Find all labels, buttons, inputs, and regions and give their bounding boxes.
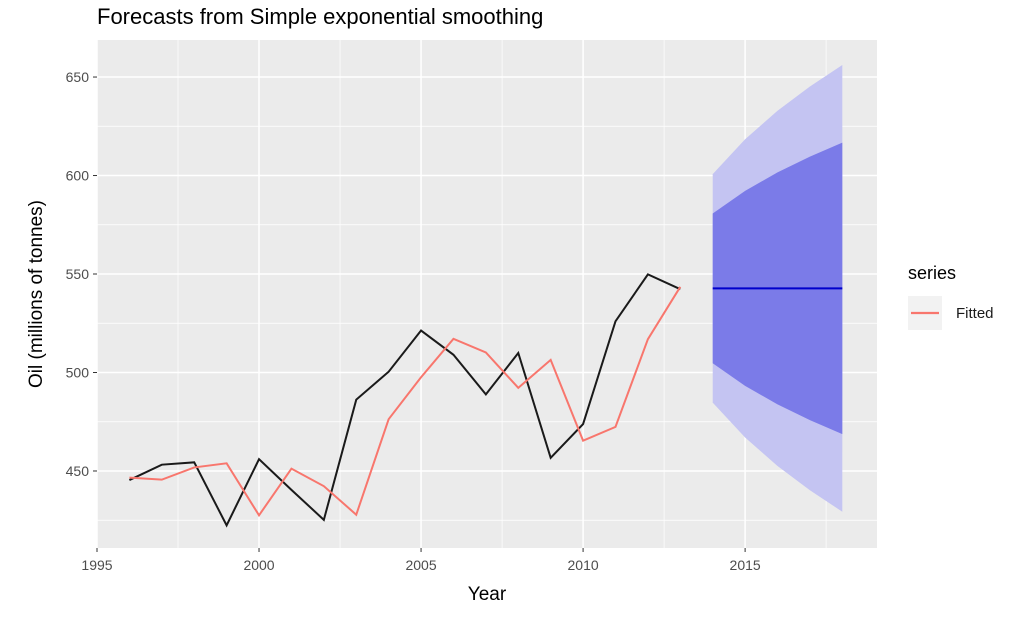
y-tick-label: 450 xyxy=(66,463,90,479)
y-tick-label: 550 xyxy=(66,266,90,282)
chart-title: Forecasts from Simple exponential smooth… xyxy=(97,4,543,29)
legend-label-fitted: Fitted xyxy=(956,305,994,322)
x-axis-label: Year xyxy=(468,584,507,605)
y-tick-label: 500 xyxy=(66,364,90,380)
x-tick-label: 2015 xyxy=(730,557,761,573)
y-tick-label: 600 xyxy=(66,168,90,184)
x-tick-label: 1995 xyxy=(81,557,112,573)
x-tick-label: 2005 xyxy=(405,557,436,573)
fitted-series-line xyxy=(129,286,682,518)
legend-title: series xyxy=(908,263,956,283)
y-tick-label: 650 xyxy=(66,69,90,85)
x-tick-label: 2010 xyxy=(568,557,599,573)
x-tick-label: 2000 xyxy=(243,557,274,573)
observed-series-line xyxy=(128,273,681,528)
y-axis-label: Oil (millions of tonnes) xyxy=(26,200,47,388)
